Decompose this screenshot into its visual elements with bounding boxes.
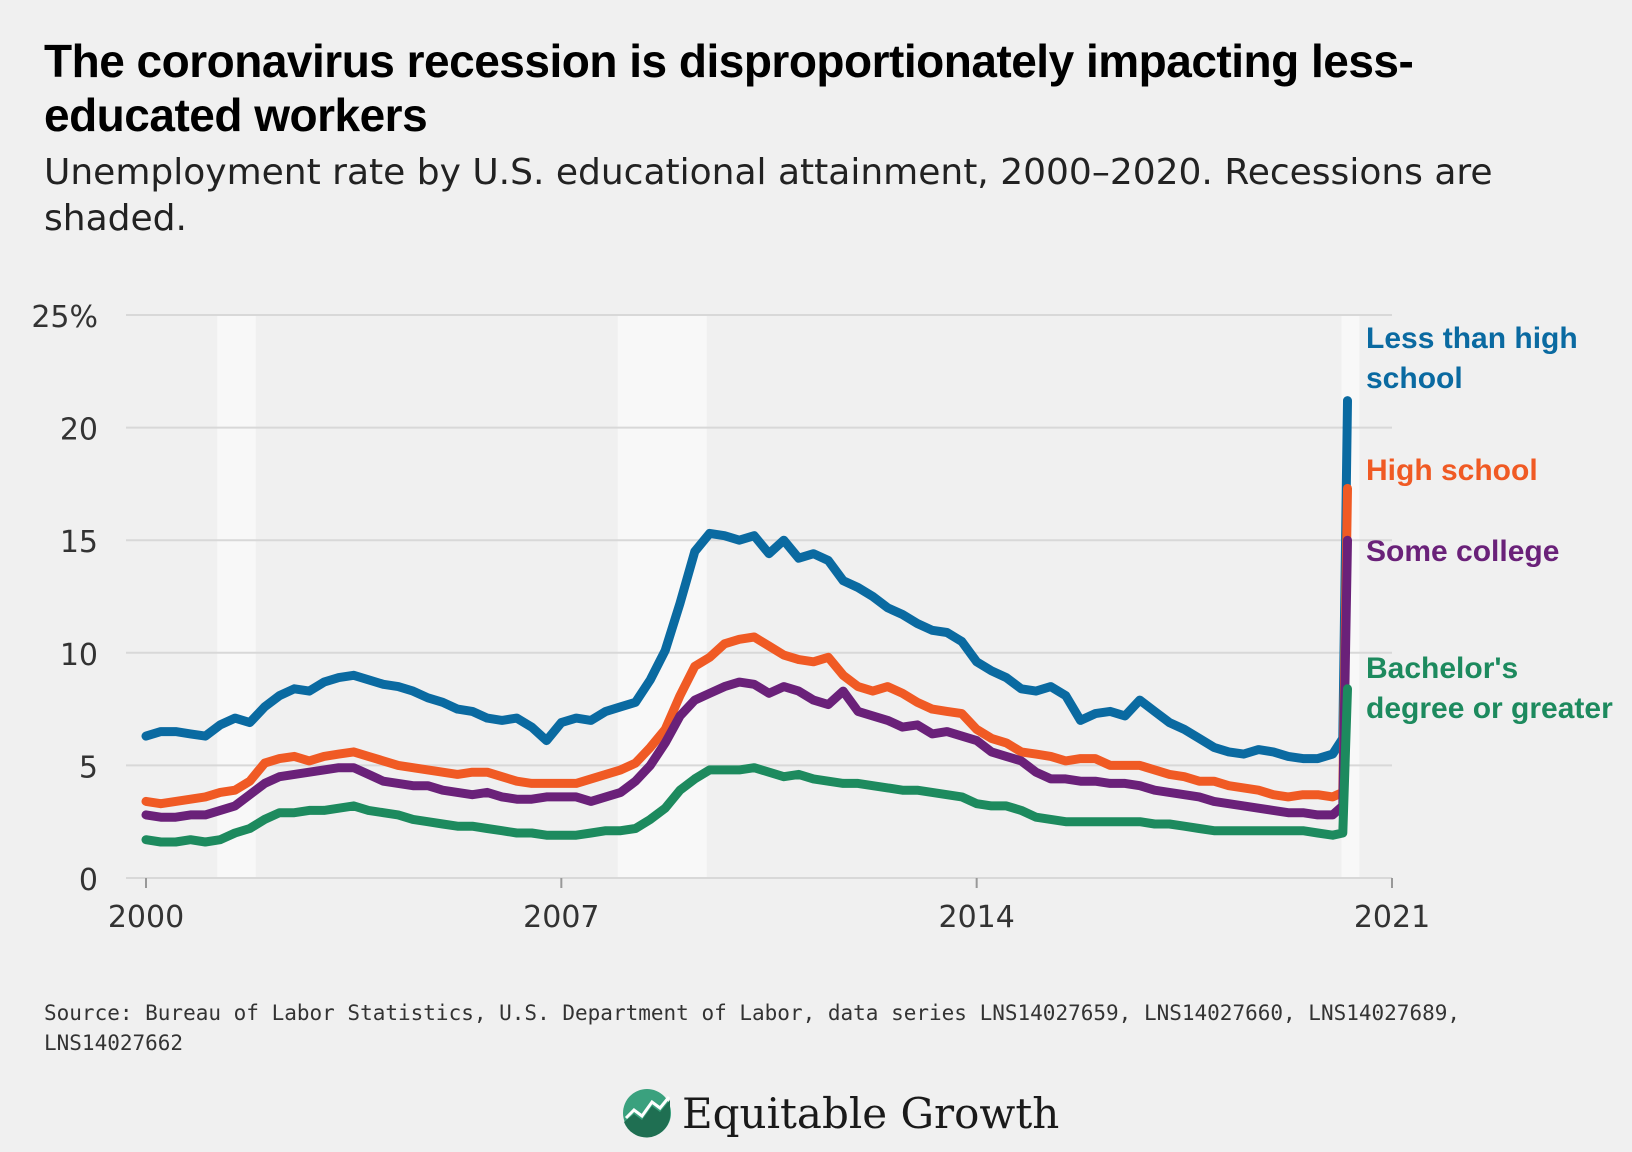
recession-band-2: [617, 315, 707, 878]
y-tick-label: 25%: [31, 300, 98, 335]
chart-subtitle: Unemployment rate by U.S. educational at…: [44, 152, 1493, 239]
x-tick-label: 2021: [1354, 900, 1430, 935]
series-label-2: High school: [1366, 454, 1538, 487]
series-line-1: [141, 396, 1352, 764]
chart-line-circle-icon: [623, 1089, 671, 1138]
series-label-4: Bachelor's degree or greater: [1366, 652, 1613, 725]
y-tick-label: 20: [60, 413, 98, 448]
chart-title: The coronavirus recession is disproporti…: [44, 35, 1414, 141]
x-tick-label: 2014: [938, 900, 1014, 935]
y-tick-label: 15: [60, 525, 98, 560]
series-labels: Less than high school High school Some coll…: [1366, 322, 1613, 725]
series-line-4: [141, 684, 1352, 847]
series-lines: [141, 396, 1352, 847]
axes: 0 5 10 15 20 25% 2000 2007 2014 2021: [31, 300, 1430, 935]
y-tick-label: 10: [60, 638, 98, 673]
y-tick-label: 0: [79, 863, 98, 898]
x-tick-label: 2007: [523, 900, 599, 935]
series-label-1: Less than high school: [1366, 322, 1578, 395]
y-tick-label: 5: [79, 750, 98, 785]
series-line-3: [141, 535, 1352, 822]
brand-name: Equitable Growth: [682, 1088, 1060, 1138]
x-tick-label: 2000: [108, 900, 184, 935]
source-note: Source: Bureau of Labor Statistics, U.S.…: [44, 1001, 1461, 1055]
series-label-3: Some college: [1366, 535, 1559, 568]
series-line-2: [141, 483, 1352, 809]
brand-logo: Equitable Growth: [622, 1083, 1059, 1143]
